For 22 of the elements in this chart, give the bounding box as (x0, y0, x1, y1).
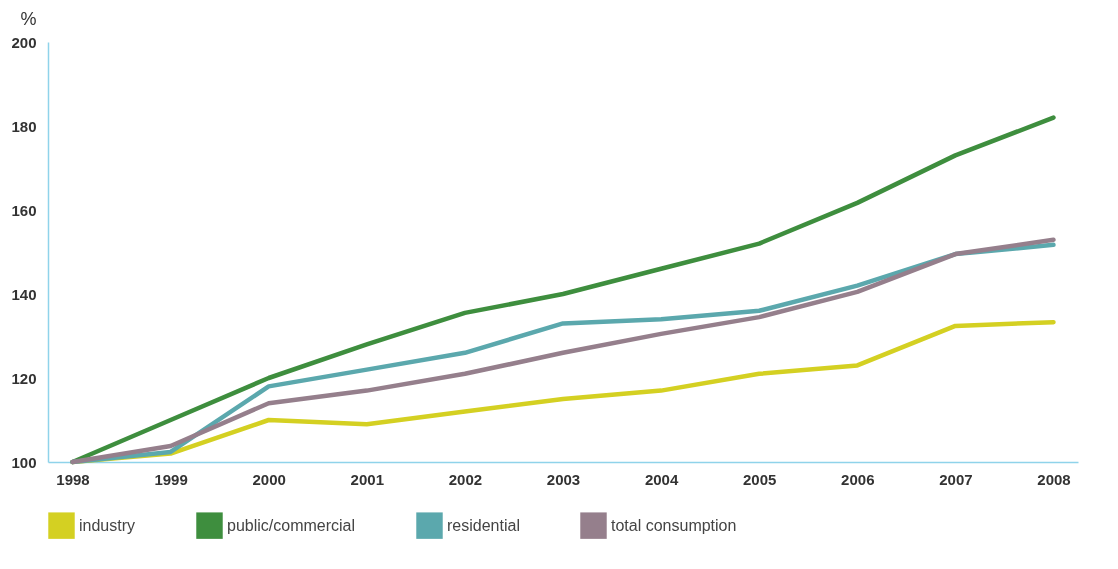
x-tick-label: 2004 (644, 470, 679, 488)
y-tick-label: 160 (11, 201, 37, 219)
y-tick-label: 100 (11, 453, 37, 471)
legend-label: total consumption (611, 516, 737, 534)
y-tick-label: 180 (11, 117, 37, 135)
x-tick-label: 2003 (546, 470, 581, 488)
y-tick-label: 140 (11, 285, 37, 303)
legend-label: industry (79, 516, 136, 534)
y-axis-title: % (20, 8, 37, 29)
x-tick-label: 1999 (154, 470, 188, 488)
x-tick-label: 2008 (1037, 470, 1071, 488)
x-tick-label: 2005 (743, 470, 777, 488)
y-tick-label: 120 (11, 369, 37, 387)
x-tick-label: 2006 (841, 470, 875, 488)
x-tick-label: 2007 (939, 470, 973, 488)
x-tick-label: 2000 (252, 470, 286, 488)
x-tick-label: 2001 (350, 470, 384, 488)
x-tick-label: 1998 (56, 470, 90, 488)
y-tick-label: 200 (11, 33, 37, 51)
legend-label: residential (447, 516, 520, 534)
x-tick-label: 2002 (448, 470, 483, 488)
legend-label: public/commercial (227, 516, 356, 534)
